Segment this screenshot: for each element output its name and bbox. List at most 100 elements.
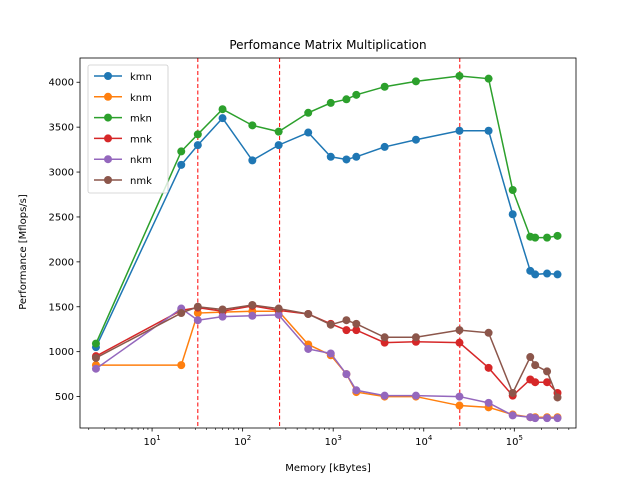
data-point-nkm — [352, 386, 361, 395]
data-point-nkm — [531, 414, 540, 423]
data-point-mnk — [342, 326, 351, 335]
data-point-nmk — [326, 320, 335, 329]
data-point-nkm — [411, 391, 420, 400]
data-point-nkm — [274, 310, 283, 319]
data-point-mkn — [274, 127, 283, 136]
data-point-kmn — [342, 155, 351, 164]
data-point-nkm — [455, 392, 464, 401]
data-point-mkn — [508, 186, 517, 195]
data-point-nmk — [484, 328, 493, 337]
x-tick-label: 101 — [143, 434, 160, 448]
legend-label-kmn: kmn — [130, 72, 152, 83]
data-point-mkn — [553, 231, 562, 240]
axes-frame — [79, 57, 577, 429]
data-point-nmk — [91, 353, 100, 362]
data-point-nkm — [484, 398, 493, 407]
plot-area: 101 102 103 104 105 500 1000 1500 2000 2500 3000 35… — [49, 57, 577, 448]
data-point-nmk — [411, 333, 420, 342]
legend-label-mnk: mnk — [130, 134, 152, 145]
data-point-nmk — [508, 388, 517, 397]
y-tick-label: 3000 — [49, 168, 74, 179]
data-point-kmn — [531, 270, 540, 279]
data-point-nmk — [455, 326, 464, 335]
data-point-nkm — [304, 344, 313, 353]
data-point-mkn — [455, 71, 464, 80]
data-point-nmk — [352, 319, 361, 328]
data-point-mkn — [484, 74, 493, 83]
y-axis-label: Performance [Mflops/s] — [18, 194, 29, 310]
legend-label-nkm: nkm — [130, 155, 152, 166]
x-axis-label: Memory [kBytes] — [285, 463, 371, 474]
data-point-mkn — [193, 130, 202, 139]
data-point-nmk — [218, 305, 227, 314]
data-point-mkn — [411, 77, 420, 86]
data-point-nkm — [91, 364, 100, 373]
data-point-mkn — [531, 233, 540, 242]
data-point-kmn — [193, 141, 202, 150]
y-tick-label: 2000 — [49, 257, 74, 268]
y-tick-label: 4000 — [49, 78, 74, 89]
data-point-kmn — [553, 270, 562, 279]
y-tick-label: 3500 — [49, 123, 74, 134]
x-tick-label: 103 — [325, 434, 342, 448]
data-point-kmn — [508, 210, 517, 219]
data-point-nmk — [543, 367, 552, 376]
data-point-kmn — [484, 126, 493, 135]
data-point-nmk — [526, 353, 535, 362]
data-point-nkm — [326, 349, 335, 358]
data-point-nkm — [193, 316, 202, 325]
data-point-nmk — [193, 302, 202, 311]
data-point-mkn — [543, 233, 552, 242]
data-point-nmk — [304, 309, 313, 318]
data-point-nmk — [553, 393, 562, 402]
data-point-mkn — [380, 82, 389, 91]
legend-marker-nmk — [104, 176, 112, 184]
legend: kmn knm mkn mnk nkm nmk — [87, 64, 169, 194]
data-point-mkn — [248, 121, 257, 130]
x-tick-label: 102 — [234, 434, 251, 448]
data-point-kmn — [218, 114, 227, 123]
data-point-knm — [455, 401, 464, 410]
data-point-kmn — [248, 156, 257, 165]
data-point-mnk — [352, 326, 361, 335]
data-point-mnk — [484, 363, 493, 372]
data-point-nkm — [543, 414, 552, 423]
data-point-kmn — [274, 141, 283, 150]
data-point-mkn — [326, 98, 335, 107]
data-point-mkn — [218, 105, 227, 114]
data-point-kmn — [304, 128, 313, 137]
data-point-nmk — [342, 316, 351, 325]
data-point-mkn — [342, 95, 351, 104]
data-point-mnk — [455, 338, 464, 347]
data-point-kmn — [352, 152, 361, 161]
data-point-nkm — [248, 311, 257, 320]
y-tick-label: 1500 — [49, 302, 74, 313]
x-tick-label: 105 — [506, 434, 523, 448]
data-point-mkn — [352, 90, 361, 99]
data-point-kmn — [326, 152, 335, 161]
legend-box — [87, 64, 169, 194]
data-point-nmk — [248, 300, 257, 309]
data-point-nmk — [177, 309, 186, 318]
data-point-nkm — [508, 411, 517, 420]
data-point-kmn — [380, 142, 389, 151]
data-point-kmn — [411, 135, 420, 144]
y-tick-label: 500 — [55, 392, 74, 403]
data-point-nmk — [531, 361, 540, 370]
data-point-kmn — [543, 269, 552, 278]
legend-marker-nkm — [104, 155, 112, 164]
data-point-nkm — [380, 391, 389, 400]
data-point-knm — [177, 361, 186, 370]
legend-label-nmk: nmk — [130, 176, 152, 187]
y-tick-label: 2500 — [49, 212, 74, 223]
legend-marker-kmn — [104, 72, 112, 80]
data-point-mkn — [177, 147, 186, 156]
data-point-mnk — [531, 378, 540, 387]
data-point-nkm — [553, 414, 562, 423]
data-point-kmn — [455, 126, 464, 135]
data-point-nmk — [380, 333, 389, 342]
y-tick-label: 1000 — [49, 347, 74, 358]
data-point-nkm — [342, 370, 351, 379]
data-point-mkn — [91, 339, 100, 348]
